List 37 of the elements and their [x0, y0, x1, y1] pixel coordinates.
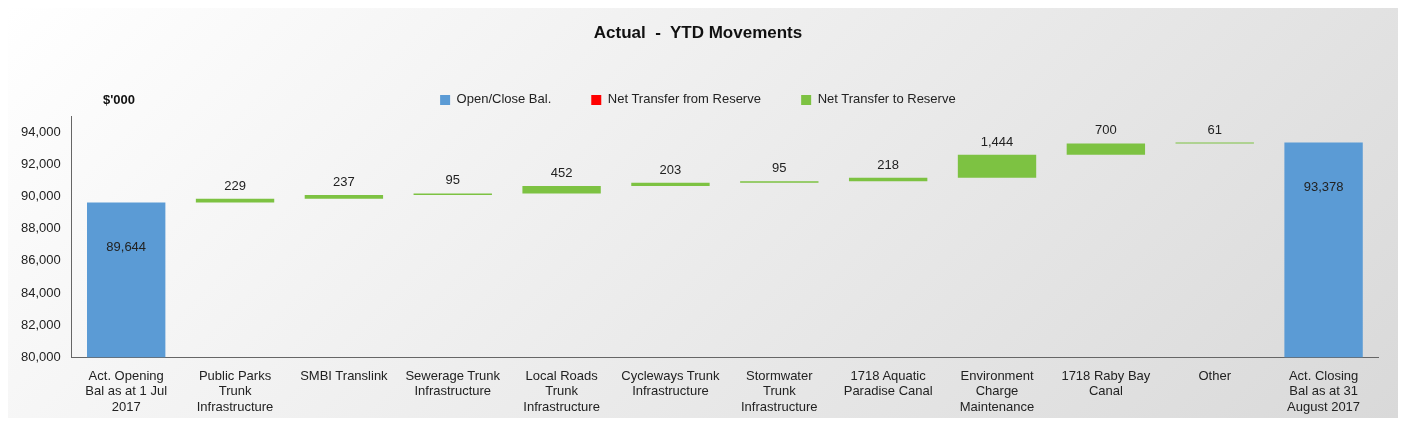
x-tick-label: Other — [1198, 367, 1232, 383]
x-tick-label: SMBI Translink — [300, 367, 389, 383]
data-label: 95 — [445, 172, 460, 188]
data-label: 203 — [659, 161, 682, 177]
x-tick-label: Cycleways Trunk Infrastructure — [621, 367, 721, 399]
y-tick-label: 82,000 — [21, 316, 61, 332]
x-tick-label: Local Roads Trunk Infrastructure — [523, 367, 600, 414]
y-tick-label: 80,000 — [21, 348, 61, 364]
legend-label: Open/Close Bal. — [456, 91, 552, 107]
x-tick-label: Stormwater Trunk Infrastructure — [741, 367, 818, 414]
x-tick-label: 1718 Raby Bay Canal — [1061, 367, 1151, 399]
x-tick-label: Act. Closing Bal as at 31 August 2017 — [1287, 367, 1361, 414]
y-tick-label: 86,000 — [21, 252, 61, 268]
x-tick-label: Sewerage Trunk Infrastructure — [405, 367, 501, 399]
y-axis-title: $'000 — [103, 92, 136, 107]
data-label: 452 — [550, 165, 573, 181]
y-tick-label: 88,000 — [21, 220, 61, 236]
data-label: 218 — [877, 156, 900, 172]
y-tick-label: 92,000 — [21, 156, 61, 172]
y-tick-label: 90,000 — [21, 188, 61, 204]
x-tick-label: Environment Charge Maintenance — [959, 367, 1035, 414]
data-label: 93,378 — [1303, 179, 1344, 195]
chart-title: Actual - YTD Movements — [593, 22, 803, 42]
data-label: 61 — [1207, 121, 1222, 137]
data-label: 95 — [772, 160, 787, 176]
x-tick-label: 1718 Aquatic Paradise Canal — [843, 367, 933, 399]
y-tick-label: 94,000 — [21, 124, 61, 140]
legend-label: Net Transfer to Reserve — [817, 91, 956, 107]
data-label: 237 — [333, 173, 355, 189]
data-label: 1,444 — [980, 133, 1014, 149]
data-label: 229 — [224, 177, 246, 193]
data-label: 89,644 — [106, 238, 147, 254]
y-tick-label: 84,000 — [21, 284, 61, 300]
legend-label: Net Transfer from Reserve — [607, 91, 761, 107]
x-tick-label: Act. Opening Bal as at 1 Jul 2017 — [85, 367, 168, 414]
x-tick-label: Public Parks Trunk Infrastructure — [196, 367, 274, 414]
data-label: 700 — [1095, 122, 1117, 138]
